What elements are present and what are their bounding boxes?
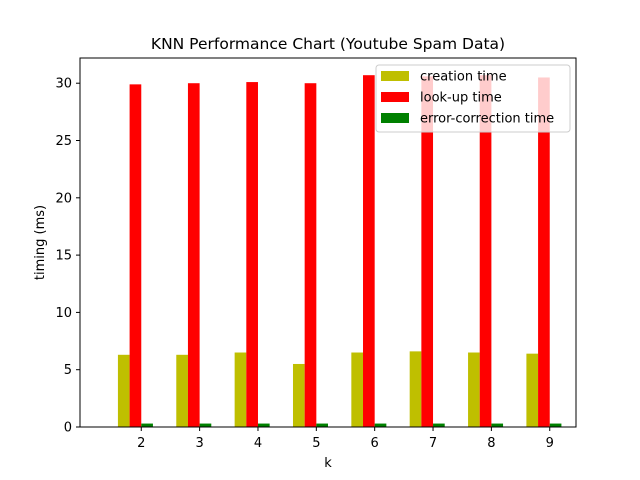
legend-swatch [381, 113, 409, 123]
bar-error-correction-time-k8 [491, 423, 504, 427]
bar-look-up-time-k7 [421, 76, 434, 427]
x-tick-label: 6 [371, 436, 379, 451]
bar-error-correction-time-k2 [141, 423, 153, 427]
x-tick-label: 5 [312, 436, 320, 451]
y-axis-label: timing (ms) [33, 205, 48, 280]
bar-error-correction-time-k6 [374, 423, 387, 427]
bar-error-correction-time-k5 [316, 423, 328, 427]
x-axis-label: k [324, 456, 332, 471]
x-tick-label: 2 [137, 436, 145, 451]
bar-look-up-time-k4 [246, 82, 258, 427]
x-tick-label: 8 [487, 436, 495, 451]
bar-look-up-time-k3 [187, 83, 200, 428]
bar-creation-time-k6 [351, 352, 364, 427]
bar-creation-time-k8 [468, 352, 480, 427]
y-tick-label: 25 [55, 134, 72, 149]
bar-creation-time-k9 [526, 353, 539, 427]
bar-look-up-time-k8 [479, 75, 492, 427]
x-tick-label: 4 [254, 436, 262, 451]
y-tick-label: 30 [55, 77, 72, 92]
y-tick-label: 10 [55, 306, 72, 321]
plot-frame [79, 57, 577, 428]
bar-error-correction-time-k9 [549, 423, 562, 427]
bar-error-correction-time-k4 [257, 423, 270, 427]
x-tick-label: 7 [429, 436, 437, 451]
bar-look-up-time-k2 [129, 84, 142, 428]
bar-creation-time-k5 [292, 363, 305, 427]
y-tick-label: 20 [55, 191, 72, 206]
y-tick-label: 0 [64, 421, 72, 436]
legend-label: creation time [420, 70, 507, 85]
legend-label: look-up time [420, 91, 502, 106]
legend: creation time look-up time error-correctio… [375, 64, 571, 133]
y-tick-label: 15 [55, 249, 72, 264]
bar-creation-time-k7 [409, 351, 422, 427]
x-tick-label: 9 [546, 436, 554, 451]
bars-group [117, 75, 562, 428]
bar-look-up-time-k5 [304, 83, 317, 428]
bar-look-up-time-k6 [363, 75, 375, 427]
y-tick-label: 5 [64, 363, 72, 378]
bar-error-correction-time-k7 [433, 423, 445, 427]
chart-title: KNN Performance Chart (Youtube Spam Data… [151, 35, 505, 53]
legend-swatch [381, 92, 409, 102]
legend-label: error-correction time [420, 112, 554, 127]
bar-look-up-time-k9 [538, 77, 550, 427]
x-tick-label: 3 [195, 436, 203, 451]
axes-group: 0 5 10 15 20 25 30 2 3 4 5 6 7 8 9 [55, 57, 577, 451]
bar-creation-time-k3 [176, 354, 188, 427]
legend-box [375, 64, 571, 133]
legend-swatch [381, 71, 409, 81]
bar-error-correction-time-k3 [199, 423, 212, 427]
bar-creation-time-k2 [117, 354, 130, 427]
bar-creation-time-k4 [234, 352, 247, 427]
